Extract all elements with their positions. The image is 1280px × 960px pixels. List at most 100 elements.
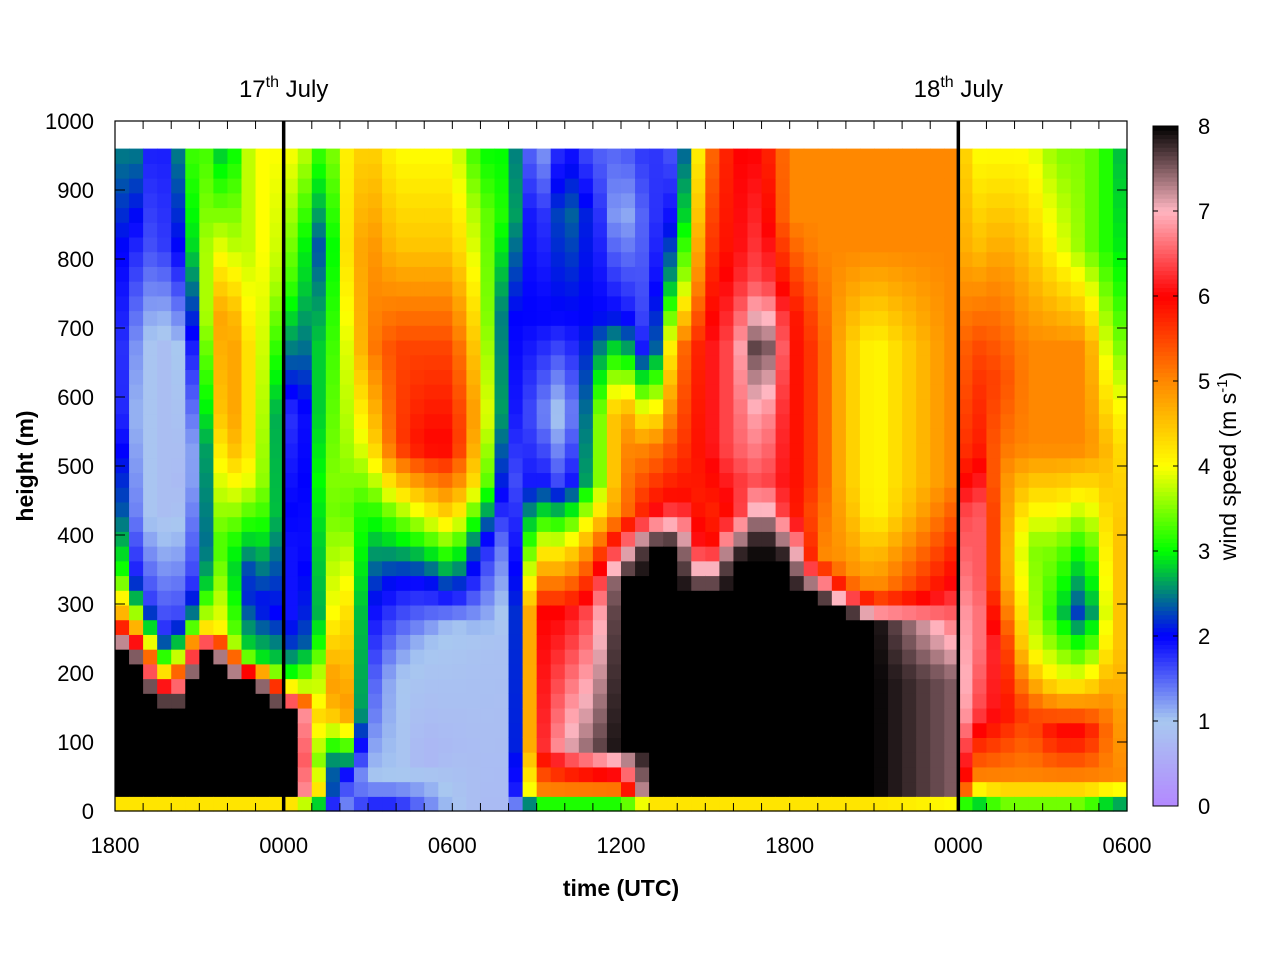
heatmap-cell [424,575,439,591]
colorbar-segment [1153,228,1178,233]
heatmap-cell [789,163,805,179]
heatmap-cell [902,737,917,753]
heatmap-cell [1098,766,1114,783]
heatmap-cell [803,781,819,797]
heatmap-cell [789,192,805,209]
heatmap-cell [606,604,622,621]
heatmap-cell [297,354,313,370]
heatmap-cell [986,722,1002,738]
heatmap-cell [396,693,411,709]
y-tick-label: 700 [57,316,94,341]
heatmap-cell [621,619,636,635]
heatmap-cell [677,546,692,562]
heatmap-cell [424,546,439,562]
heatmap-cell [888,634,903,650]
heatmap-cell [241,752,257,768]
heatmap-cell [522,178,538,194]
heatmap-cell [1056,722,1072,738]
heatmap-cell [157,604,172,621]
heatmap-cell [227,354,243,370]
heatmap-cell [958,752,973,768]
colorbar-title-end: ) [1215,372,1241,380]
heatmap-cell [410,339,425,356]
heatmap-cell [691,693,706,709]
heatmap-cell [339,781,355,797]
heatmap-cell [888,560,903,577]
heatmap-cell [564,339,580,356]
heatmap-cell [227,560,243,577]
heatmap-cell [1056,398,1072,415]
heatmap-cell [382,428,397,444]
heatmap-cell [761,663,777,680]
heatmap-cell [874,516,889,532]
heatmap-cell [382,178,397,194]
heatmap-cell [396,369,411,385]
heatmap-cell [789,752,805,768]
heatmap-cell [817,796,833,812]
heatmap-cell [719,693,735,709]
heatmap-cell [368,310,383,326]
heatmap-cell [438,266,453,282]
heatmap-cell [845,752,861,768]
heatmap-cell [930,707,945,724]
heatmap-cell [452,693,467,709]
heatmap-cell [733,398,749,415]
heatmap-cell [635,384,650,400]
heatmap-cell [564,516,580,532]
heatmap-cell [705,707,720,724]
heatmap-cell [396,649,411,665]
heatmap-cell [831,251,847,267]
heatmap-cell [1014,796,1030,812]
heatmap-cell [241,443,257,459]
heatmap-cell [564,752,580,768]
heatmap-cell [508,752,524,768]
colorbar-segment [1153,712,1178,718]
heatmap-cell [859,295,875,312]
heatmap-cell [803,590,819,606]
heatmap-cell [213,604,229,621]
heatmap-cell [382,207,397,223]
heatmap-cell [845,737,861,753]
heatmap-cell [480,369,496,385]
heatmap-cell [986,384,1002,400]
heatmap-cell [1042,501,1058,518]
heatmap-cell [1112,752,1128,768]
heatmap-cell [255,752,271,768]
heatmap-cell [902,781,917,797]
heatmap-cell [255,693,271,709]
heatmap-cell [986,207,1002,223]
heatmap-cell [1056,619,1072,635]
colorbar-segment [1153,789,1178,794]
heatmap-cell [803,560,819,577]
heatmap-cell [339,384,355,400]
heatmap-cell [480,634,496,650]
heatmap-cell [986,339,1002,356]
heatmap-cell [775,325,791,341]
heatmap-cell [213,766,229,783]
heatmap-cell [255,428,271,444]
heatmap-cell [635,781,650,797]
heatmap-cell [1014,236,1030,253]
heatmap-cell [859,590,875,606]
heatmap-cell [1042,457,1058,474]
heatmap-cell [213,590,229,606]
heatmap-cell [719,472,735,488]
colorbar-segment [1153,334,1178,339]
heatmap-cell [353,222,369,238]
heatmap-cell [649,472,664,488]
heatmap-cell [761,472,777,488]
heatmap-cell [550,339,566,356]
heatmap-cell [1042,266,1058,282]
heatmap-cell [831,722,847,738]
heatmap-cell [733,207,749,223]
heatmap-cell [353,207,369,223]
heatmap-cell [845,339,861,356]
heatmap-cell [775,737,791,753]
heatmap-cell [803,222,819,238]
heatmap-cell [944,325,959,341]
heatmap-cell [311,310,327,326]
heatmap-cell [916,546,931,562]
colorbar-segment [1153,759,1178,764]
heatmap-cell [438,560,453,577]
heatmap-cell [1000,663,1016,680]
